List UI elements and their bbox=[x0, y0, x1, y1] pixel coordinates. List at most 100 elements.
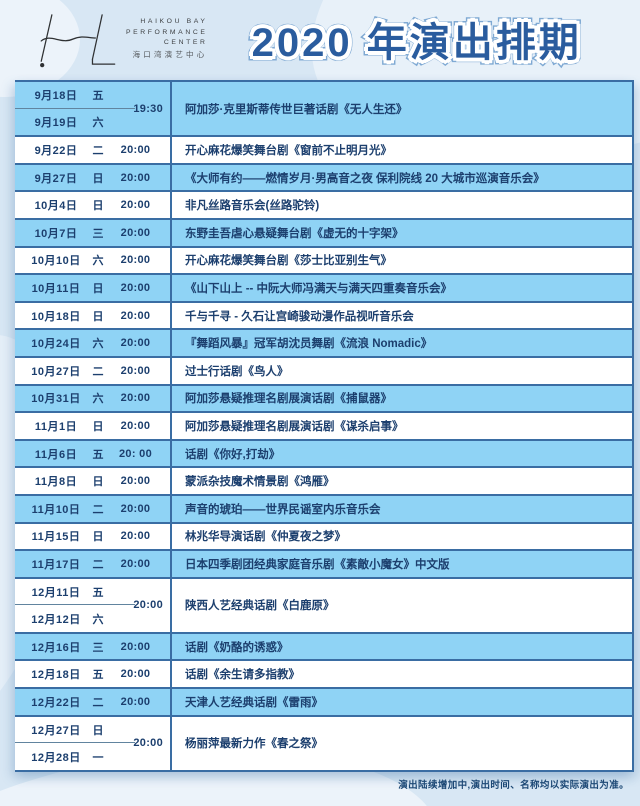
row-dates: 12月27日日 12月28日一 bbox=[15, 717, 113, 770]
row-dates: 9月18日 五 9月19日 六 bbox=[15, 82, 113, 135]
date-label: 10月31日 bbox=[31, 393, 81, 406]
schedule-row: 11月6日 五 20: 00 话剧《你好,打劫》 bbox=[15, 440, 632, 469]
date-line: 10月4日 日 bbox=[15, 192, 113, 218]
header: HAIKOU BAY PERFORMANCE CENTER 海口湾演艺中心 20… bbox=[0, 0, 640, 78]
schedule-row: 10月10日六 20:00 开心麻花爆笑舞台剧《莎士比亚别生气》 bbox=[15, 247, 632, 276]
date-label: 12月16日 bbox=[31, 641, 81, 654]
date-line: 12月18日五 bbox=[15, 661, 113, 687]
weekday-label: 六 bbox=[92, 613, 104, 626]
row-time: 20:00 bbox=[120, 254, 151, 267]
weekday-label: 二 bbox=[92, 503, 104, 516]
row-time: 20:00 bbox=[133, 599, 163, 612]
weekday-label: 二 bbox=[92, 144, 104, 157]
schedule-row: 9月27日 日 20:00 《大师有约——燃情岁月·男高音之夜 保利院线 20 大城市… bbox=[15, 164, 632, 193]
weekday-label: 二 bbox=[92, 696, 104, 709]
row-show-title: 千与千寻 - 久石让宫崎骏动漫作品视听音乐会 bbox=[170, 302, 632, 329]
row-show-title: 阿加莎·克里斯蒂传世巨著话剧《无人生还》 bbox=[170, 82, 632, 136]
row-dates: 12月11日五 12月12日六 bbox=[15, 579, 113, 632]
date-line: 11月8日 日 bbox=[15, 468, 113, 494]
row-time: 20:00 bbox=[120, 364, 151, 377]
row-dates: 12月22日二 bbox=[15, 689, 113, 715]
weekday-label: 三 bbox=[92, 641, 104, 654]
row-time: 20:00 bbox=[120, 171, 151, 184]
row-time: 20:00 bbox=[120, 530, 151, 543]
row-time: 20:00 bbox=[120, 640, 151, 653]
date-label: 9月22日 bbox=[34, 144, 78, 157]
date-line: 9月18日 五 bbox=[15, 82, 113, 109]
date-line: 12月28日一 bbox=[15, 743, 113, 770]
row-show-title: 《大师有约——燃情岁月·男高音之夜 保利院线 20 大城市巡演音乐会》 bbox=[170, 164, 632, 191]
row-show-title: 『舞蹈风暴』冠军胡沈员舞剧《流浪 Nomadic》 bbox=[170, 330, 632, 356]
row-show-title: 非凡丝路音乐会(丝路驼铃) bbox=[170, 192, 632, 218]
weekday-label: 五 bbox=[92, 448, 104, 461]
weekday-label: 六 bbox=[92, 255, 104, 268]
date-line: 12月11日五 bbox=[15, 579, 113, 606]
logo-line-2: PERFORMANCE bbox=[126, 28, 208, 36]
schedule-row: 10月7日 三 20:00 东野圭吾虐心悬疑舞台剧《虚无的十字架》 bbox=[15, 219, 632, 248]
row-dates: 10月31日六 bbox=[15, 386, 113, 412]
date-label: 11月8日 bbox=[34, 476, 78, 489]
row-show-title: 话剧《余生请多指教》 bbox=[170, 661, 632, 688]
row-time: 20:00 bbox=[120, 419, 151, 432]
date-line: 11月10日二 bbox=[15, 496, 113, 522]
row-dates: 11月10日二 bbox=[15, 496, 113, 522]
row-time: 20:00 bbox=[120, 337, 151, 350]
date-label: 9月27日 bbox=[34, 172, 78, 185]
schedule-row: 11月15日日 20:00 林兆华导演话剧《仲夏夜之梦》 bbox=[15, 523, 632, 552]
weekday-label: 日 bbox=[92, 282, 104, 295]
merged-date-separator bbox=[15, 742, 135, 744]
date-line: 10月27日二 bbox=[15, 358, 113, 384]
row-show-title: 声音的琥珀——世界民谣室内乐音乐会 bbox=[170, 495, 632, 522]
weekday-label: 一 bbox=[92, 751, 104, 764]
title-wrap: 2020 年演出排期 bbox=[207, 10, 640, 68]
date-label: 12月18日 bbox=[31, 669, 81, 682]
weekday-label: 二 bbox=[92, 558, 104, 571]
schedule-row: 11月17日二 20:00 日本四季剧团经典家庭音乐剧《素敵小魔女》中文版 bbox=[15, 551, 632, 579]
row-show-title: 话剧《你好,打劫》 bbox=[170, 440, 632, 467]
schedule-row: 11月1日 日 20:00 阿加莎悬疑推理名剧展演话剧《谋杀启事》 bbox=[15, 413, 632, 441]
date-label: 12月27日 bbox=[31, 724, 81, 737]
date-line: 12月27日日 bbox=[15, 717, 113, 744]
schedule-row: 10月27日二 20:00 过士行话剧《鸟人》 bbox=[15, 357, 632, 386]
logo-line-cn: 海口湾演艺中心 bbox=[132, 49, 208, 59]
row-dates: 9月22日 二 bbox=[15, 137, 113, 163]
weekday-label: 二 bbox=[92, 365, 104, 378]
row-show-title: 杨丽萍最新力作《春之祭》 bbox=[170, 716, 632, 770]
weekday-label: 五 bbox=[92, 90, 104, 103]
schedule-table: 9月18日五 9月19日六 19:30 阿加莎·克里斯蒂传世巨著话剧《无人生还》 9月2… bbox=[15, 80, 634, 772]
row-dates: 11月15日日 bbox=[15, 524, 113, 550]
row-show-title: 话剧《奶酪的诱惑》 bbox=[170, 633, 632, 660]
row-time: 20:00 bbox=[120, 392, 151, 405]
date-label: 10月24日 bbox=[31, 338, 81, 351]
page-title: 2020 年演出排期 bbox=[252, 10, 582, 68]
date-line: 11月15日日 bbox=[15, 524, 113, 550]
row-show-title: 日本四季剧团经典家庭音乐剧《素敵小魔女》中文版 bbox=[170, 551, 632, 577]
row-dates: 10月11日日 bbox=[15, 275, 113, 301]
row-time: 20:00 bbox=[120, 475, 151, 488]
date-line: 10月10日六 bbox=[15, 248, 113, 274]
date-label: 12月28日 bbox=[31, 751, 81, 764]
row-time: 20:00 bbox=[120, 695, 151, 708]
date-line: 10月18日日 bbox=[15, 303, 113, 329]
date-label: 11月15日 bbox=[31, 531, 81, 544]
row-show-title: 过士行话剧《鸟人》 bbox=[170, 357, 632, 384]
date-line: 12月16日三 bbox=[15, 634, 113, 660]
schedule-row: 10月18日日 20:00 千与千寻 - 久石让宫崎骏动漫作品视听音乐会 bbox=[15, 302, 632, 331]
row-time: 20:00 bbox=[120, 309, 151, 322]
schedule-row: 12月27日日 12月28日一 20:00 杨丽萍最新力作《春之祭》 bbox=[15, 716, 632, 772]
logo-line-3: CENTER bbox=[163, 39, 208, 47]
schedule-row: 12月16日三 20:00 话剧《奶酪的诱惑》 bbox=[15, 633, 632, 662]
date-line: 10月31日六 bbox=[15, 386, 113, 412]
date-label: 11月17日 bbox=[31, 558, 81, 571]
weekday-label: 六 bbox=[92, 338, 104, 351]
row-dates: 10月18日日 bbox=[15, 303, 113, 329]
logo-mark-icon bbox=[40, 14, 116, 68]
date-label: 12月12日 bbox=[31, 613, 81, 626]
row-time: 20:00 bbox=[120, 143, 151, 156]
weekday-label: 日 bbox=[92, 200, 104, 213]
row-show-title: 阿加莎悬疑推理名剧展演话剧《谋杀启事》 bbox=[170, 413, 632, 439]
footer-note: 演出陆续增加中,演出时间、名称均以实际演出为准。 bbox=[398, 780, 629, 791]
weekday-label: 六 bbox=[92, 393, 104, 406]
row-time: 19:30 bbox=[133, 102, 163, 115]
